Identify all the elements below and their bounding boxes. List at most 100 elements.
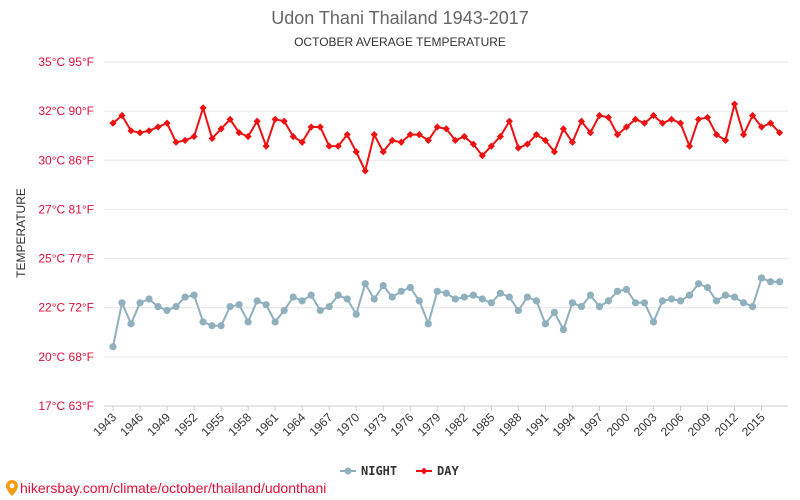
series-night-point[interactable]: [379, 282, 387, 290]
series-night-point[interactable]: [757, 274, 766, 282]
series-night-point[interactable]: [775, 278, 784, 286]
series-day-point[interactable]: [568, 138, 577, 146]
series-night-point[interactable]: [514, 306, 522, 315]
series-night-point[interactable]: [478, 295, 486, 303]
series-day-point[interactable]: [325, 142, 333, 150]
series-night-point[interactable]: [577, 303, 586, 311]
series-night-point[interactable]: [271, 318, 279, 326]
series-day-point[interactable]: [136, 129, 144, 137]
series-night-point[interactable]: [721, 291, 730, 299]
series-day-point[interactable]: [559, 125, 568, 133]
series-night-point[interactable]: [415, 297, 423, 305]
series-day-point[interactable]: [478, 152, 486, 160]
series-day-point[interactable]: [694, 115, 703, 123]
series-day-point[interactable]: [361, 167, 369, 175]
series-night-point[interactable]: [406, 283, 414, 292]
series-day-point[interactable]: [118, 111, 126, 120]
series-day-point[interactable]: [514, 144, 522, 152]
series-day-point[interactable]: [415, 131, 423, 139]
series-night-point[interactable]: [631, 299, 640, 307]
series-day-point[interactable]: [649, 111, 658, 120]
series-day-point[interactable]: [316, 123, 324, 131]
series-night-point[interactable]: [658, 297, 667, 305]
series-night-point[interactable]: [487, 299, 495, 307]
legend[interactable]: NIGHT DAY: [340, 464, 459, 478]
series-night-point[interactable]: [442, 289, 450, 297]
series-day-point[interactable]: [658, 119, 667, 127]
series-day-point[interactable]: [469, 140, 477, 148]
series-day-point[interactable]: [379, 148, 387, 156]
series-day-point[interactable]: [343, 131, 351, 139]
series-night-point[interactable]: [496, 289, 504, 297]
series-night-point[interactable]: [550, 308, 558, 316]
series-night-point[interactable]: [712, 297, 721, 305]
series-day-point[interactable]: [280, 117, 288, 125]
series-night-point[interactable]: [523, 293, 531, 301]
source-text[interactable]: hikersbay.com/climate/october/thailand/u…: [20, 480, 327, 496]
series-night-point[interactable]: [190, 291, 198, 299]
series-night-point[interactable]: [424, 320, 432, 328]
series-night-point[interactable]: [766, 278, 775, 286]
series-day-point[interactable]: [622, 123, 631, 131]
series-night-point[interactable]: [397, 287, 405, 295]
series-day-point[interactable]: [235, 129, 243, 137]
series-night-point[interactable]: [388, 293, 396, 301]
series-day-point[interactable]: [406, 131, 414, 139]
series-night-point[interactable]: [640, 299, 649, 307]
series-night-point[interactable]: [208, 322, 216, 330]
series-night-point[interactable]: [199, 318, 207, 326]
series-day-point[interactable]: [298, 138, 306, 146]
series-day-point[interactable]: [550, 148, 558, 156]
series-night-point[interactable]: [334, 291, 342, 299]
series-day-point[interactable]: [217, 125, 225, 133]
series-night-point[interactable]: [694, 280, 703, 288]
series-night-point[interactable]: [244, 318, 252, 326]
series-day-point[interactable]: [577, 117, 586, 125]
series-day-point[interactable]: [685, 142, 694, 150]
series-day-point[interactable]: [451, 136, 459, 144]
series-night-point[interactable]: [145, 295, 153, 303]
series-night-point[interactable]: [604, 297, 613, 305]
series-day-point[interactable]: [388, 136, 396, 144]
series-night-point[interactable]: [343, 295, 351, 303]
series-day-point[interactable]: [127, 127, 135, 135]
series-day-point[interactable]: [271, 115, 279, 123]
series-night-point[interactable]: [325, 303, 333, 311]
series-night-point[interactable]: [460, 293, 468, 301]
series-night-point[interactable]: [622, 285, 631, 294]
series-day-point[interactable]: [289, 132, 297, 141]
series-night-point[interactable]: [181, 293, 189, 301]
series-night-point[interactable]: [109, 343, 117, 351]
series-day-point[interactable]: [307, 123, 315, 131]
series-night-point[interactable]: [568, 299, 577, 307]
series-night-point[interactable]: [748, 303, 757, 311]
series-night-point[interactable]: [586, 291, 595, 299]
series-night-point[interactable]: [217, 322, 225, 330]
series-night-point[interactable]: [316, 306, 324, 315]
series-day-point[interactable]: [190, 132, 198, 141]
series-day-point[interactable]: [460, 132, 468, 141]
series-day-point[interactable]: [532, 131, 540, 139]
series-day-point[interactable]: [442, 125, 450, 133]
legend-item-night[interactable]: NIGHT: [340, 464, 397, 478]
series-day-point[interactable]: [757, 123, 766, 131]
series-day-point[interactable]: [244, 132, 252, 141]
series-day-point[interactable]: [145, 127, 153, 135]
series-day-point[interactable]: [397, 138, 405, 146]
series-day-point[interactable]: [352, 148, 360, 156]
series-day-point[interactable]: [262, 142, 270, 150]
source-link[interactable]: hikersbay.com/climate/october/thailand/u…: [6, 480, 326, 496]
series-night-point[interactable]: [352, 310, 360, 318]
series-day-point[interactable]: [424, 136, 432, 144]
series-day-point[interactable]: [676, 119, 685, 127]
series-night-point[interactable]: [226, 303, 234, 311]
series-day-point[interactable]: [505, 117, 513, 125]
series-day-point[interactable]: [496, 132, 504, 141]
series-night-point[interactable]: [262, 301, 270, 309]
series-night-point[interactable]: [613, 287, 622, 295]
series-day-point[interactable]: [226, 115, 234, 123]
series-day-point[interactable]: [586, 129, 595, 137]
series-day-point[interactable]: [721, 136, 730, 144]
series-day-point[interactable]: [613, 131, 622, 139]
series-night-point[interactable]: [289, 293, 297, 301]
